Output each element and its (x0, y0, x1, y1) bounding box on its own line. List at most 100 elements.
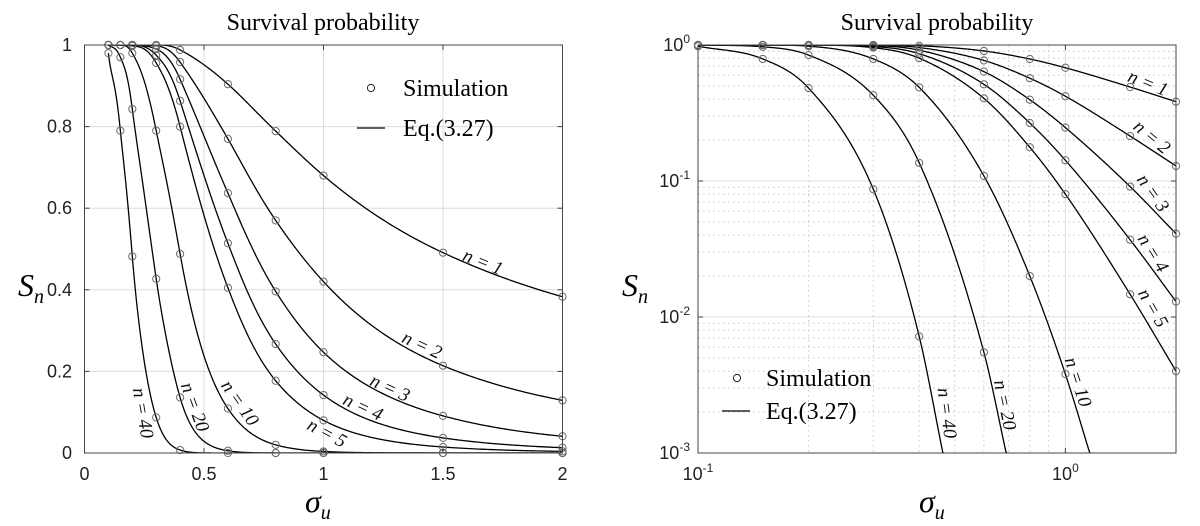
simulation-point-n3 (1125, 182, 1135, 191)
x-axis-label: σu (305, 483, 331, 524)
eq-curve-n4 (108, 45, 563, 449)
simulation-point-n5 (271, 376, 280, 385)
tick-exponent: 0 (1072, 461, 1079, 475)
simulation-point-n40 (915, 332, 924, 341)
x-tick-label: 2 (557, 464, 567, 484)
simulation-point-n20 (979, 348, 988, 357)
simulation-point-n20 (152, 274, 161, 283)
simulation-point-n20 (116, 53, 125, 62)
simulation-point-n40 (758, 54, 767, 64)
x-tick-label: 10-1 (683, 461, 714, 484)
simulation-point-n3 (176, 75, 185, 84)
simulation-point-n2 (438, 361, 448, 370)
simulation-point-n10 (804, 42, 813, 51)
simulation-point-n4 (319, 390, 328, 400)
x-tick-label: 1 (318, 464, 328, 484)
y-axis-label: Sn (622, 267, 648, 308)
simulation-point-n3 (915, 46, 924, 55)
simulation-point-n4 (1061, 156, 1070, 165)
simulation-point-n1 (1025, 54, 1034, 64)
legend-label-equation: Eq.(3.27) (403, 116, 494, 142)
simulation-point-n3 (979, 67, 988, 76)
plot-area (698, 45, 1176, 453)
y-tick-label: 0.8 (47, 117, 72, 137)
simulation-point-n1 (223, 80, 232, 89)
legend-circle-marker (366, 83, 376, 93)
eq-curve-n40 (107, 53, 563, 453)
simulation-point-n5 (319, 416, 328, 425)
simulation-point-n5 (1125, 290, 1135, 299)
x-tick-label: 0.5 (191, 464, 216, 484)
y-axis-label: Sn (18, 267, 44, 308)
eq-curve-n2 (108, 45, 563, 402)
simulation-point-n2 (1025, 74, 1034, 83)
tick-base: 10 (1052, 464, 1072, 484)
simulation-point-n4 (223, 239, 232, 248)
simulation-point-n3 (223, 189, 232, 198)
legend-label-equation: Eq.(3.27) (766, 399, 857, 425)
x-tick-label: 0 (79, 464, 89, 484)
y-tick-label: 0.4 (47, 280, 72, 300)
eq-curve-n3 (108, 45, 563, 437)
simulation-point-n10 (128, 49, 137, 58)
simulation-point-n1 (1061, 63, 1070, 72)
simulation-point-n4 (1125, 235, 1135, 244)
simulation-point-n4 (1025, 118, 1034, 128)
eq-curve-n1 (698, 45, 1176, 103)
eq-curve-n20 (698, 45, 1008, 453)
simulation-point-n20 (758, 42, 767, 51)
x-axis-label-sub: u (935, 502, 945, 524)
simulation-point-n2 (1125, 131, 1135, 141)
tick-base: 10 (659, 307, 679, 327)
simulation-point-n10 (271, 440, 280, 449)
legend-label-simulation: Simulation (403, 76, 508, 102)
y-tick-label: 100 (663, 32, 690, 55)
simulation-point-n4 (979, 80, 988, 89)
tick-base: 10 (659, 171, 679, 191)
legend: Simulation Eq.(3.27) (357, 76, 508, 142)
simulation-point-n5 (915, 54, 924, 63)
simulation-point-n1 (1125, 82, 1135, 92)
simulation-point-n2 (319, 277, 328, 286)
simulation-point-n40 (176, 445, 185, 455)
eq-curve-n40 (698, 45, 945, 453)
legend: Simulation Eq.(3.27) (722, 366, 871, 425)
simulation-point-n10 (223, 404, 232, 413)
axes-box (697, 44, 1177, 454)
simulation-point-n10 (152, 126, 161, 135)
legend-circle-marker (732, 373, 742, 383)
simulation-point-n1 (176, 45, 185, 54)
tick-base: 10 (683, 464, 703, 484)
y-axis-label-main: S (18, 267, 34, 303)
simulation-point-n40 (128, 252, 137, 261)
tick-exponent: 0 (683, 32, 690, 46)
simulation-point-n40 (104, 49, 113, 58)
simulation-point-n4 (438, 433, 448, 443)
simulation-point-n10 (1061, 370, 1070, 379)
x-axis-label-main: σ (919, 483, 936, 519)
tick-exponent: -3 (679, 440, 690, 454)
simulation-point-n20 (223, 446, 232, 455)
chart-title: Survival probability (227, 10, 420, 36)
simulation-point-n2 (271, 216, 280, 225)
simulation-point-n40 (116, 126, 125, 135)
tick-base: 10 (663, 35, 683, 55)
tick-exponent: -2 (679, 304, 690, 318)
linear-plot: 0 0.5 1 1.5 2 0 0.2 0.4 0.6 0.8 1 Survival probabil… (18, 10, 568, 524)
simulation-point-n10 (1025, 271, 1034, 281)
simulation-point-n3 (271, 287, 280, 296)
y-tick-label: 10-1 (659, 168, 690, 191)
x-axis-label-sub: u (321, 502, 331, 524)
simulation-point-n5 (223, 283, 232, 292)
simulation-point-n20 (128, 104, 137, 114)
y-tick-label: 0 (62, 443, 72, 463)
curves (107, 45, 563, 453)
simulation-point-n4 (915, 49, 924, 58)
simulation-point-n5 (176, 122, 185, 131)
eq-curve-n4 (698, 45, 1176, 302)
simulation-point-n5 (869, 43, 878, 52)
x-axis-label: σu (919, 483, 945, 524)
eq-curve-n10 (698, 45, 1091, 453)
